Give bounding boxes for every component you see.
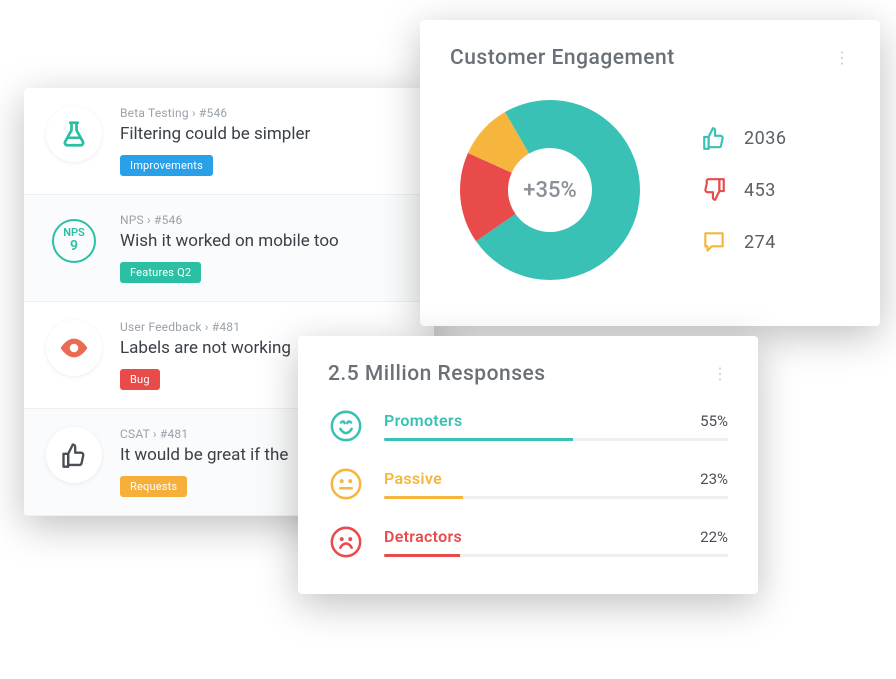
feedback-breadcrumb: NPS › #546 [120,213,412,227]
engagement-title: Customer Engagement [450,46,675,70]
love-face-icon [328,408,364,444]
feedback-tag[interactable]: Improvements [120,155,213,176]
sad-face-icon [328,524,364,560]
response-bar [384,554,728,557]
response-label: Detractors [384,527,462,546]
response-body: Detractors 22% [384,527,728,557]
responses-card: 2.5 Million Responses ⋮ Promoters 55% Pa… [298,336,758,594]
engagement-stat: 274 [700,228,786,256]
stat-value: 274 [744,232,776,253]
donut-chart: +35% [450,90,650,290]
donut-center-label: +35% [450,90,650,290]
response-label: Promoters [384,411,462,430]
response-body: Promoters 55% [384,411,728,441]
response-percent: 22% [700,528,728,546]
engagement-stats: 2036 453 274 [700,124,786,256]
response-percent: 23% [700,470,728,488]
engagement-header: Customer Engagement ⋮ [450,46,850,70]
feedback-icon [46,320,102,376]
feedback-breadcrumb: Beta Testing › #546 [120,106,412,120]
feedback-tag[interactable]: Features Q2 [120,262,201,283]
thumb-up-icon [700,124,728,152]
engagement-stat: 453 [700,176,786,204]
feedback-body: NPS › #546 Wish it worked on mobile too … [120,213,412,283]
feedback-item[interactable]: Beta Testing › #546 Filtering could be s… [24,88,434,195]
responses-title: 2.5 Million Responses [328,362,546,386]
response-bar-fill [384,496,463,499]
more-icon[interactable]: ⋮ [834,53,850,63]
feedback-icon: NPS9 [46,213,102,269]
response-bar [384,438,728,441]
response-bar [384,496,728,499]
feedback-breadcrumb: User Feedback › #481 [120,320,412,334]
engagement-body: +35% 2036 453 274 [450,90,850,290]
more-icon[interactable]: ⋮ [712,369,728,379]
stat-value: 2036 [744,128,786,149]
engagement-stat: 2036 [700,124,786,152]
nps-badge-icon: NPS9 [52,219,96,263]
responses-body: Promoters 55% Passive 23% Detractors 22% [328,408,728,560]
feedback-title: Wish it worked on mobile too [120,231,412,251]
response-row: Passive 23% [328,466,728,502]
feedback-item[interactable]: NPS9 NPS › #546 Wish it worked on mobile… [24,195,434,302]
feedback-tag[interactable]: Requests [120,476,187,497]
response-row: Promoters 55% [328,408,728,444]
response-row: Detractors 22% [328,524,728,560]
feedback-icon [46,427,102,483]
comment-icon [700,228,728,256]
stat-value: 453 [744,180,776,201]
response-percent: 55% [700,412,728,430]
feedback-tag[interactable]: Bug [120,369,160,390]
feedback-body: Beta Testing › #546 Filtering could be s… [120,106,412,176]
thumb-down-icon [700,176,728,204]
engagement-card: Customer Engagement ⋮ +35% 2036 453 274 [420,20,880,326]
neutral-face-icon [328,466,364,502]
response-bar-fill [384,554,460,557]
response-body: Passive 23% [384,469,728,499]
response-label: Passive [384,469,442,488]
feedback-title: Filtering could be simpler [120,124,412,144]
response-bar-fill [384,438,573,441]
feedback-icon [46,106,102,162]
responses-header: 2.5 Million Responses ⋮ [328,362,728,386]
